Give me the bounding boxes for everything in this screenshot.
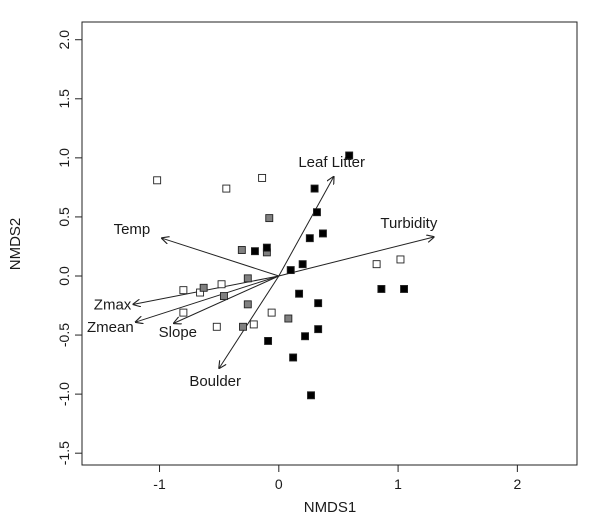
vector-arrow — [219, 275, 280, 368]
filled-square-point — [289, 353, 298, 362]
filled-square-point — [264, 337, 273, 345]
open-square-point — [249, 320, 258, 329]
filled-square-point — [251, 247, 259, 256]
open-square-point — [267, 308, 276, 317]
site-points — [153, 151, 408, 400]
vector-arrow — [278, 237, 434, 277]
open-square-point — [153, 176, 162, 185]
vector-label: Slope — [159, 324, 197, 341]
y-tick-label: 1.5 — [56, 89, 72, 109]
gray-square-point — [219, 292, 228, 301]
y-axis-title: NMDS2 — [7, 218, 24, 271]
filled-square-point — [301, 332, 309, 341]
y-tick-label: 2.0 — [56, 30, 72, 50]
open-square-point — [212, 322, 221, 331]
x-tick-label: -1 — [153, 476, 166, 492]
x-tick-label: 1 — [394, 476, 402, 492]
y-tick-label: -0.5 — [56, 323, 72, 347]
x-axis: -1 0 1 2 — [153, 464, 521, 492]
open-square-point — [179, 308, 188, 317]
vector-label: Leaf Litter — [298, 154, 365, 171]
y-tick-label: 0.5 — [56, 207, 72, 227]
vector-label: Turbidity — [380, 215, 437, 232]
filled-square-point — [377, 285, 386, 293]
vector-label: Zmean — [87, 319, 134, 336]
open-square-point — [222, 184, 231, 193]
filled-square-point — [345, 151, 354, 160]
gray-square-point — [199, 283, 208, 292]
filled-square-point — [313, 208, 321, 217]
filled-square-point — [307, 391, 315, 400]
gray-square-point — [243, 274, 252, 283]
open-square-point — [179, 286, 188, 295]
filled-square-point — [318, 229, 327, 238]
x-tick-label: 2 — [513, 476, 521, 492]
vector-label: Boulder — [189, 373, 241, 390]
filled-square-point — [295, 289, 304, 298]
open-square-point — [396, 255, 405, 264]
open-square-point — [258, 173, 267, 182]
filled-square-point — [310, 184, 319, 193]
filled-square-point — [262, 243, 271, 252]
gray-square-point — [284, 314, 293, 323]
open-square-point — [217, 280, 226, 289]
filled-square-point — [314, 299, 323, 308]
filled-square-point — [305, 234, 314, 243]
vector-arrow — [162, 238, 279, 277]
y-tick-label: -1.5 — [56, 441, 72, 465]
gray-square-point — [243, 300, 252, 309]
x-tick-label: 0 — [275, 476, 283, 492]
y-tick-label: -1.0 — [56, 382, 72, 406]
vector-arrow — [278, 177, 334, 277]
vector-label: Zmax — [94, 296, 132, 313]
y-tick-label: 1.0 — [56, 148, 72, 168]
filled-square-point — [314, 325, 323, 334]
gray-square-point — [239, 322, 247, 331]
y-tick-label: 0.0 — [56, 266, 72, 286]
y-axis: -1.5 -1.0 -0.5 0.0 0.5 1.0 1.5 2.0 — [56, 30, 83, 465]
open-square-point — [372, 260, 381, 269]
vector-arrow — [136, 275, 279, 322]
plot-frame — [81, 21, 578, 466]
environmental-vectors: Leaf Litter Turbidity Temp Zmax Zmean Slope Bo… — [87, 154, 438, 390]
gray-square-point — [237, 246, 246, 254]
filled-square-point — [298, 260, 307, 269]
x-axis-title: NMDS1 — [304, 499, 357, 516]
filled-square-point — [400, 285, 408, 293]
gray-square-point — [265, 214, 274, 223]
vector-label: Temp — [114, 221, 151, 238]
filled-square-point — [286, 266, 295, 275]
